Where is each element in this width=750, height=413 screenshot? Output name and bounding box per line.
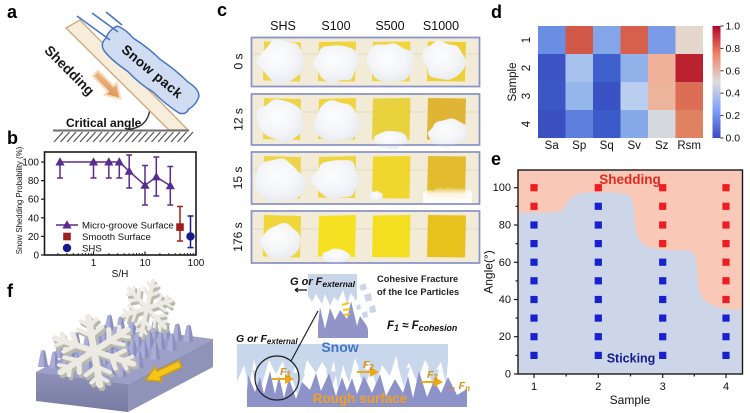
svg-text:Rough surface: Rough surface [313, 391, 408, 406]
svg-text:Micro-groove Surface: Micro-groove Surface [82, 220, 174, 231]
svg-text:40: 40 [28, 213, 40, 224]
svg-text:20: 20 [499, 331, 511, 343]
svg-text:0: 0 [33, 251, 39, 262]
svg-text:Sa: Sa [545, 140, 560, 152]
svg-text:Snow: Snow [321, 339, 358, 355]
svg-text:3: 3 [521, 93, 533, 99]
svg-text:Cohesive Fracture: Cohesive Fracture [377, 274, 458, 284]
svg-text:1: 1 [531, 381, 537, 393]
svg-text:S100: S100 [321, 19, 350, 33]
svg-text:S/H: S/H [112, 269, 129, 280]
svg-text:2: 2 [595, 381, 601, 393]
svg-text:100: 100 [22, 158, 39, 169]
svg-text:20: 20 [28, 232, 40, 243]
svg-text:80: 80 [28, 176, 40, 187]
svg-text:F3: F3 [427, 369, 438, 382]
svg-text:3: 3 [660, 381, 666, 393]
svg-text:15 s: 15 s [231, 167, 245, 190]
svg-text:S1000: S1000 [423, 19, 459, 33]
svg-text:0: 0 [505, 369, 511, 381]
svg-text:12 s: 12 s [232, 108, 246, 131]
svg-text:1: 1 [521, 37, 533, 43]
svg-text:Rsm: Rsm [677, 140, 701, 152]
svg-text:1: 1 [91, 258, 97, 269]
svg-text:Sz: Sz [655, 140, 669, 152]
svg-text:176 s: 176 s [231, 222, 245, 251]
svg-text:F2: F2 [363, 359, 374, 372]
svg-text:Sq: Sq [600, 140, 614, 152]
svg-text:Shedding: Shedding [599, 172, 661, 187]
svg-text:0.2: 0.2 [726, 110, 741, 122]
svg-text:Sample: Sample [610, 393, 651, 407]
svg-text:SHS: SHS [270, 19, 296, 33]
svg-text:100: 100 [188, 258, 205, 269]
svg-text:Sp: Sp [572, 140, 586, 152]
svg-text:0.0: 0.0 [726, 133, 741, 145]
svg-text:60: 60 [28, 195, 40, 206]
svg-text:100: 100 [493, 182, 511, 194]
svg-text:G or Fexternal: G or Fexternal [290, 276, 356, 289]
svg-text:4: 4 [723, 381, 729, 393]
svg-text:of the Ice Particles: of the Ice Particles [377, 287, 459, 297]
svg-text:Smooth Surface: Smooth Surface [82, 232, 151, 243]
svg-text:SHS: SHS [82, 243, 102, 254]
svg-text:1.0: 1.0 [726, 21, 741, 33]
svg-text:0.6: 0.6 [726, 65, 741, 77]
svg-text:... Fn: ... Fn [447, 380, 470, 393]
svg-text:Sv: Sv [627, 140, 641, 152]
svg-text:F1: F1 [280, 366, 291, 379]
svg-text:0.8: 0.8 [726, 43, 741, 55]
svg-text:2: 2 [521, 65, 533, 71]
svg-text:0.4: 0.4 [726, 88, 741, 100]
svg-text:Angle(°): Angle(°) [482, 250, 496, 293]
svg-text:F1 ≈ Fcohesion: F1 ≈ Fcohesion [387, 320, 457, 333]
svg-text:Snow Shedding Probability (%): Snow Shedding Probability (%) [15, 146, 24, 254]
svg-text:10: 10 [139, 258, 151, 269]
svg-text:Sample: Sample [507, 63, 519, 102]
svg-text:Critical angle: Critical angle [66, 116, 142, 130]
svg-text:40: 40 [499, 294, 511, 306]
svg-text:G or Fexternal: G or Fexternal [236, 333, 298, 346]
svg-text:60: 60 [499, 257, 511, 269]
svg-text:Sticking: Sticking [607, 352, 656, 366]
svg-text:4: 4 [521, 120, 533, 127]
svg-text:80: 80 [499, 220, 511, 232]
svg-text:S500: S500 [375, 19, 404, 33]
svg-text:0 s: 0 s [232, 53, 246, 69]
